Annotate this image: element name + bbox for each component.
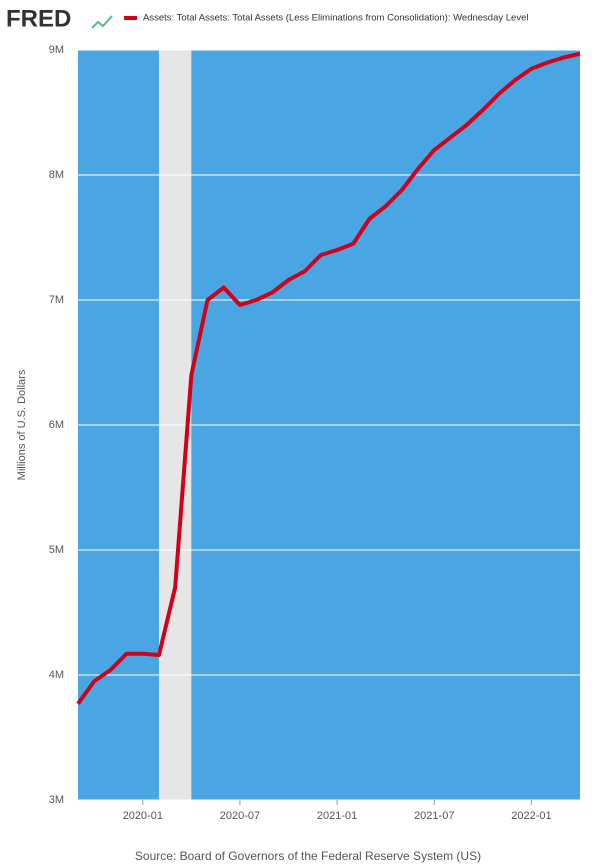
y-tick-label: 6M <box>49 419 64 431</box>
y-tick-label: 3M <box>49 794 64 806</box>
legend-label: Assets: Total Assets: Total Assets (Less… <box>143 13 528 24</box>
y-tick-label: 7M <box>49 294 64 306</box>
x-tick-label: 2021-07 <box>414 810 454 822</box>
brand-logo: FRED <box>6 5 71 32</box>
x-tick-label: 2020-07 <box>220 810 260 822</box>
x-tick-label: 2022-01 <box>511 810 551 822</box>
y-tick-label: 4M <box>49 669 64 681</box>
y-tick-label: 8M <box>49 169 64 181</box>
y-tick-label: 9M <box>49 44 64 56</box>
y-axis-label: Millions of U.S. Dollars <box>16 369 28 480</box>
logo-icon <box>91 15 113 29</box>
y-tick-label: 5M <box>49 544 64 556</box>
series-line <box>76 51 581 705</box>
x-tick-label: 2020-01 <box>123 810 163 822</box>
x-tick-label: 2021-01 <box>317 810 357 822</box>
source: Source: Board of Governors of the Federa… <box>135 849 481 863</box>
